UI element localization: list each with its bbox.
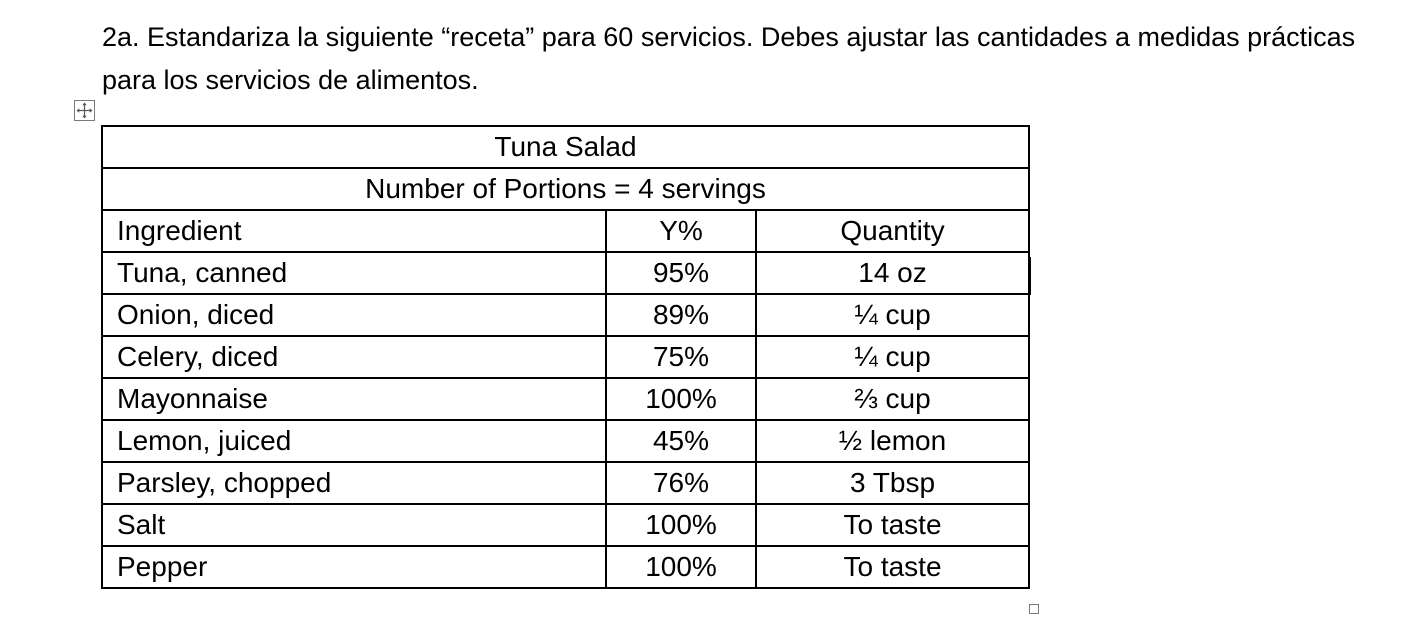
table-move-handle-icon[interactable] <box>74 100 95 121</box>
header-quantity[interactable]: Quantity <box>755 209 1030 253</box>
ingredient-cell[interactable]: Pepper <box>101 545 607 589</box>
table-resize-handle-icon[interactable] <box>1029 604 1039 614</box>
quantity-cell[interactable]: ⅔ cup <box>755 377 1030 421</box>
table-row: Salt 100% To taste <box>101 503 1030 547</box>
ingredient-cell[interactable]: Lemon, juiced <box>101 419 607 463</box>
recipe-title[interactable]: Tuna Salad <box>101 125 1030 169</box>
table-row: Pepper 100% To taste <box>101 545 1030 589</box>
header-ingredient[interactable]: Ingredient <box>101 209 607 253</box>
table-title-row: Tuna Salad <box>101 125 1030 169</box>
ingredient-cell[interactable]: Salt <box>101 503 607 547</box>
quantity-cell[interactable]: ¼ cup <box>755 293 1030 337</box>
table-row: Mayonnaise 100% ⅔ cup <box>101 377 1030 421</box>
header-yield[interactable]: Y% <box>605 209 757 253</box>
instructions-paragraph: 2a. Estandariza la siguiente “receta” pa… <box>102 22 1356 95</box>
yield-cell[interactable]: 89% <box>605 293 757 337</box>
table-row: Celery, diced 75% ¼ cup <box>101 335 1030 379</box>
table-row: Parsley, chopped 76% 3 Tbsp <box>101 461 1030 505</box>
yield-cell[interactable]: 76% <box>605 461 757 505</box>
yield-cell[interactable]: 95% <box>605 251 757 295</box>
quantity-cell[interactable]: 3 Tbsp <box>755 461 1030 505</box>
ingredient-cell[interactable]: Tuna, canned <box>101 251 607 295</box>
ingredient-cell[interactable]: Mayonnaise <box>101 377 607 421</box>
table-row: Lemon, juiced 45% ½ lemon <box>101 419 1030 463</box>
quantity-cell[interactable]: To taste <box>755 545 1030 589</box>
ingredient-cell[interactable]: Parsley, chopped <box>101 461 607 505</box>
recipe-table: Tuna Salad Number of Portions = 4 servin… <box>101 125 1030 589</box>
ingredient-cell[interactable]: Celery, diced <box>101 335 607 379</box>
text-cursor <box>1029 257 1031 295</box>
ingredient-cell[interactable]: Onion, diced <box>101 293 607 337</box>
yield-cell[interactable]: 75% <box>605 335 757 379</box>
table-row: Tuna, canned 95% 14 oz <box>101 251 1030 295</box>
table-header-row: Ingredient Y% Quantity <box>101 209 1030 253</box>
yield-cell[interactable]: 45% <box>605 419 757 463</box>
portions-cell[interactable]: Number of Portions = 4 servings <box>101 167 1030 211</box>
yield-cell[interactable]: 100% <box>605 377 757 421</box>
quantity-cell[interactable]: ½ lemon <box>755 419 1030 463</box>
quantity-cell[interactable]: 14 oz <box>755 251 1030 295</box>
table-row: Onion, diced 89% ¼ cup <box>101 293 1030 337</box>
table-portions-row: Number of Portions = 4 servings <box>101 167 1030 211</box>
move-arrows-icon <box>76 102 93 119</box>
quantity-cell[interactable]: To taste <box>755 503 1030 547</box>
yield-cell[interactable]: 100% <box>605 503 757 547</box>
quantity-cell[interactable]: ¼ cup <box>755 335 1030 379</box>
yield-cell[interactable]: 100% <box>605 545 757 589</box>
